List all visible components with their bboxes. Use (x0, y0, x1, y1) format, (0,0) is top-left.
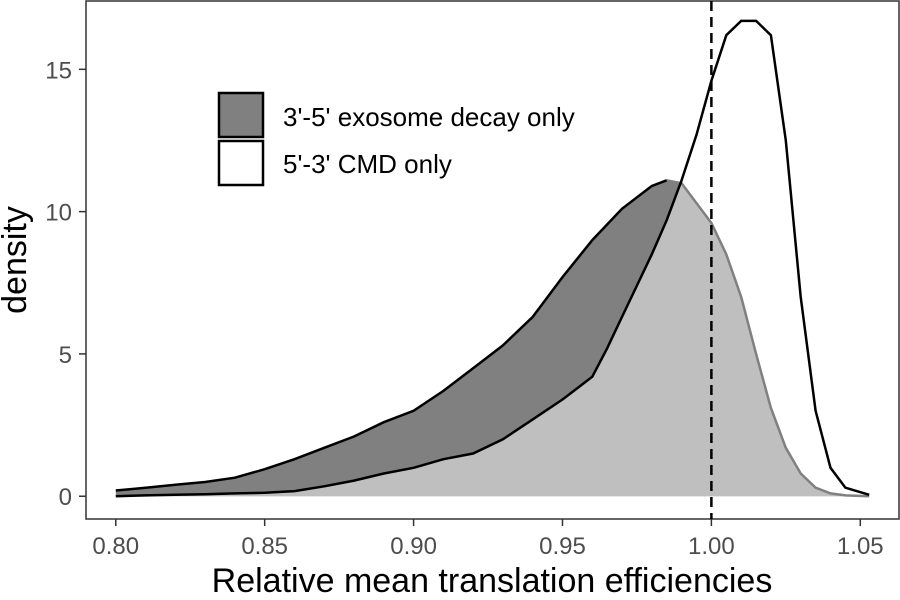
overlap-area (115, 183, 870, 497)
x-tick-label: 0.85 (241, 533, 288, 560)
x-axis-title: Relative mean translation efficiencies (212, 562, 773, 600)
series-cmd-line (115, 19, 870, 498)
legend: 3'-5' exosome decay only 5'-3' CMD only (217, 91, 575, 187)
x-tick-label: 0.95 (539, 533, 586, 560)
series-exosome-line (115, 179, 668, 492)
y-tick-label: 0 (59, 484, 72, 511)
x-tick-label: 1.05 (837, 533, 884, 560)
legend-key-exosome (217, 91, 265, 139)
y-axis-title: density (0, 206, 34, 314)
overlap-edge (666, 179, 870, 498)
y-tick-label: 15 (45, 57, 72, 84)
y-tick-label: 5 (59, 342, 72, 369)
legend-key-cmd (217, 139, 265, 187)
density-outlines (115, 19, 870, 498)
y-tick-label: 10 (45, 200, 72, 227)
x-axis: 0.80 0.85 0.90 0.95 1.00 1.05 (92, 519, 884, 560)
x-tick-label: 0.80 (92, 533, 139, 560)
legend-label-cmd: 5'-3' CMD only (283, 149, 452, 179)
y-axis: 0 5 10 15 (45, 57, 86, 511)
x-tick-label: 1.00 (688, 533, 735, 560)
legend-label-exosome: 3'-5' exosome decay only (283, 102, 575, 132)
x-tick-label: 0.90 (390, 533, 437, 560)
density-areas (115, 20, 870, 497)
